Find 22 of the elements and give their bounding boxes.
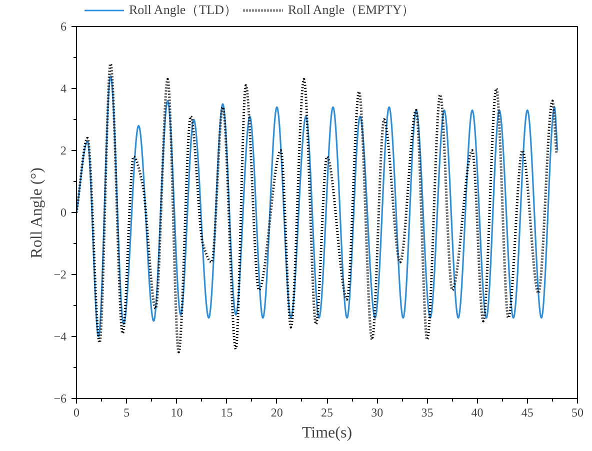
y-tick-label: 6 — [60, 20, 66, 34]
x-tick-label: 50 — [572, 406, 584, 420]
legend-label: Roll Angle（TLD） — [129, 1, 237, 19]
y-tick-label: 0 — [60, 206, 66, 220]
y-tick-label: 4 — [60, 82, 66, 96]
x-tick-label: 35 — [421, 406, 434, 420]
x-tick-label: 10 — [170, 406, 183, 420]
x-tick-label: 5 — [124, 406, 130, 420]
x-tick-label: 40 — [471, 406, 484, 420]
x-tick-label: 20 — [270, 406, 283, 420]
x-tick-label: 30 — [371, 406, 384, 420]
x-tick-label: 15 — [220, 406, 233, 420]
x-tick-label: 25 — [321, 406, 333, 420]
y-tick-label: −6 — [54, 392, 67, 406]
y-tick-label: 2 — [60, 144, 66, 158]
legend-label: Roll Angle（EMPTY） — [288, 1, 415, 19]
y-axis-title: Roll Angle (°) — [28, 168, 46, 258]
x-axis-title: Time(s) — [302, 424, 352, 442]
y-tick-label: −2 — [54, 268, 67, 282]
y-tick-label: −4 — [54, 330, 67, 344]
x-tick-label: 45 — [521, 406, 534, 420]
x-tick-label: 0 — [74, 406, 80, 420]
